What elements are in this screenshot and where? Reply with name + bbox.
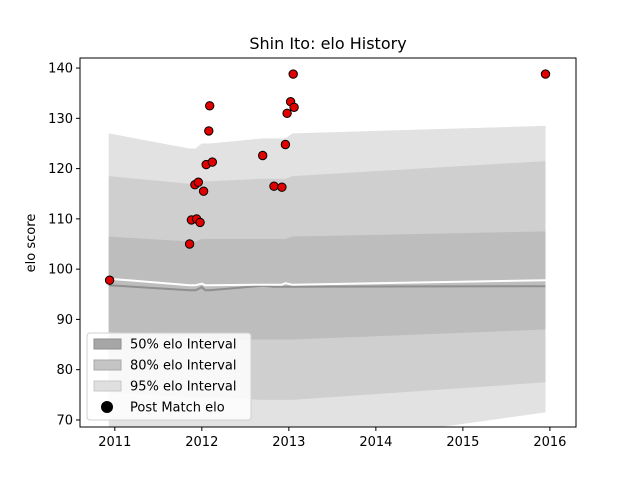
post-match-elo-point [204,126,214,136]
post-match-elo-point [104,275,115,285]
y-tick-label: 90 [56,313,73,328]
post-match-elo-point [269,181,279,191]
axes: 2011 2012 2013 2014 2015 2016 70 80 90 100 110 120 1… [48,62,566,450]
post-match-elo-point [207,157,218,167]
legend-label: 95% elo Interval [130,380,237,395]
y-tick-label: 70 [56,413,73,428]
legend-label: 80% elo Interval [130,359,237,374]
post-match-elo-point [193,177,204,187]
post-match-elo-point [258,150,268,161]
legend-swatch [93,338,122,350]
x-tick-label: 2016 [533,435,566,450]
post-match-elo-point [280,139,291,150]
interval-50-band [108,231,546,340]
y-axis-label: elo score [24,214,39,273]
mean-elo-line [108,277,546,287]
y-tick-label: 120 [48,162,73,177]
legend-label: 50% elo Interval [130,338,237,353]
post-match-elo-point [205,101,215,111]
x-tick-label: 2013 [272,435,305,450]
y-tick-label: 110 [48,212,73,227]
y-tick-label: 140 [48,62,73,77]
legend-marker [101,401,113,413]
x-tick-label: 2012 [185,435,218,450]
y-tick-label: 130 [48,112,73,127]
y-tick-label: 100 [48,263,73,278]
post-match-elo-point [277,182,287,192]
post-match-elo-point [288,69,298,79]
x-tick-label: 2014 [359,435,392,450]
post-match-elo-point [540,69,551,79]
post-match-elo-point [198,186,209,196]
legend-box [86,332,252,421]
legend-swatch [93,359,122,371]
plot-frame [79,57,577,428]
legend: 50% elo Interval 80% elo Interval 95% elo … [86,332,252,421]
y-tick-label: 80 [56,363,73,378]
post-match-elo-point [195,217,205,228]
post-match-elo-point [282,108,292,119]
legend-label: Post Match elo [130,401,225,416]
post-match-elo-point [184,239,195,249]
legend-swatch [93,380,122,392]
chart-title: Shin Ito: elo History [249,34,406,53]
post-match-elo-point [289,102,299,113]
median-elo-line [108,284,546,292]
x-tick-label: 2011 [98,435,131,450]
x-tick-label: 2015 [446,435,479,450]
